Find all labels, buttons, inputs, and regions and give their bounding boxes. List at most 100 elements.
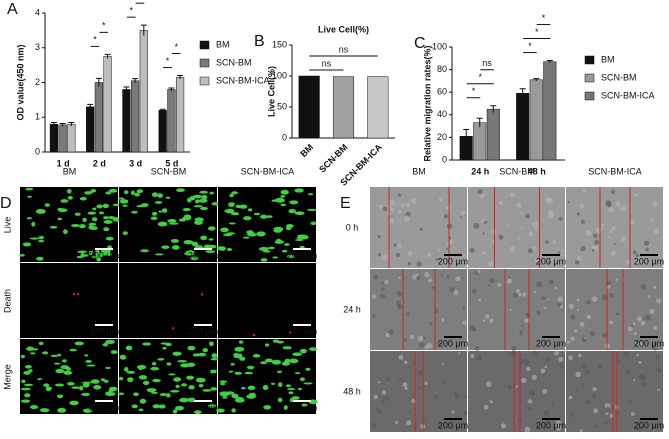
texture — [449, 287, 455, 293]
texture — [608, 206, 615, 213]
error-bar — [159, 108, 166, 112]
texture — [632, 250, 637, 255]
cell — [105, 191, 112, 195]
cell — [310, 221, 317, 226]
cell — [168, 373, 176, 376]
texture — [404, 360, 408, 365]
texture — [555, 424, 562, 431]
cell — [208, 238, 214, 241]
cell — [105, 341, 115, 344]
cell — [241, 387, 246, 390]
cell — [195, 199, 200, 204]
bar — [86, 106, 95, 153]
texture — [446, 222, 450, 225]
cell — [282, 249, 288, 253]
sig-label: ns — [339, 44, 349, 54]
texture — [552, 402, 555, 405]
cell — [236, 353, 243, 358]
error-bar — [104, 53, 111, 59]
cell — [122, 204, 128, 207]
texture — [478, 298, 482, 302]
cell — [77, 293, 80, 296]
micrograph: 200 μm — [370, 269, 468, 350]
texture — [521, 324, 525, 327]
bar — [473, 122, 487, 161]
cell — [222, 396, 228, 399]
x-tick-label: 1 d — [57, 158, 70, 168]
cell — [102, 342, 109, 347]
cell — [20, 354, 25, 359]
texture — [528, 399, 533, 404]
legend-swatch — [199, 58, 210, 68]
cell — [30, 352, 36, 355]
cell — [186, 197, 192, 203]
texture — [462, 276, 465, 280]
texture — [380, 281, 384, 285]
texture — [406, 420, 412, 426]
texture — [397, 303, 403, 310]
cell — [263, 405, 272, 410]
cell — [127, 377, 134, 383]
cell — [231, 212, 240, 216]
texture — [547, 298, 550, 301]
cell — [207, 226, 216, 231]
texture — [406, 312, 410, 316]
cell — [158, 210, 163, 213]
micrograph: 200 μm — [117, 339, 220, 415]
cell — [69, 348, 77, 352]
cell — [181, 383, 188, 387]
texture — [592, 387, 597, 392]
texture — [582, 189, 587, 194]
texture — [498, 234, 504, 240]
cell — [96, 204, 103, 209]
cell — [30, 404, 39, 410]
texture — [567, 340, 571, 344]
texture — [515, 385, 518, 388]
texture — [531, 390, 536, 395]
texture — [536, 310, 541, 315]
texture — [593, 233, 598, 239]
texture — [526, 366, 531, 372]
sig-label: * — [528, 41, 532, 51]
cell — [179, 397, 189, 403]
cell — [272, 339, 280, 343]
texture — [407, 250, 413, 257]
texture — [532, 246, 536, 251]
texture — [443, 214, 449, 219]
cell — [79, 385, 84, 391]
cell — [103, 216, 109, 220]
cell — [152, 211, 158, 216]
texture — [575, 371, 581, 378]
texture — [398, 210, 402, 214]
texture — [633, 379, 636, 382]
micrograph: 200 μm — [20, 263, 119, 338]
cell — [228, 370, 234, 373]
texture — [489, 277, 495, 284]
scale-label: 200 μm — [287, 402, 317, 412]
cell — [89, 226, 98, 231]
cell — [57, 217, 62, 221]
cell — [84, 191, 93, 195]
texture — [373, 274, 379, 280]
texture — [470, 353, 475, 358]
cell — [247, 208, 253, 212]
micrograph: 200 μm — [468, 350, 566, 433]
column-label: SCN-BM-ICA — [241, 166, 295, 176]
texture — [389, 218, 394, 224]
texture — [474, 271, 479, 275]
cell — [272, 256, 279, 259]
cell — [242, 236, 250, 239]
texture — [524, 318, 529, 323]
cell — [161, 245, 170, 249]
texture — [400, 202, 405, 208]
legend-label: SCN-BM — [216, 57, 252, 67]
cell — [288, 208, 297, 214]
x-tick-label: 2 d — [93, 158, 106, 168]
texture — [649, 308, 655, 315]
scale-label: 200 μm — [536, 256, 566, 266]
texture — [650, 218, 654, 222]
texture — [632, 322, 636, 326]
cell — [151, 391, 158, 394]
texture — [576, 255, 583, 261]
texture — [511, 345, 517, 351]
